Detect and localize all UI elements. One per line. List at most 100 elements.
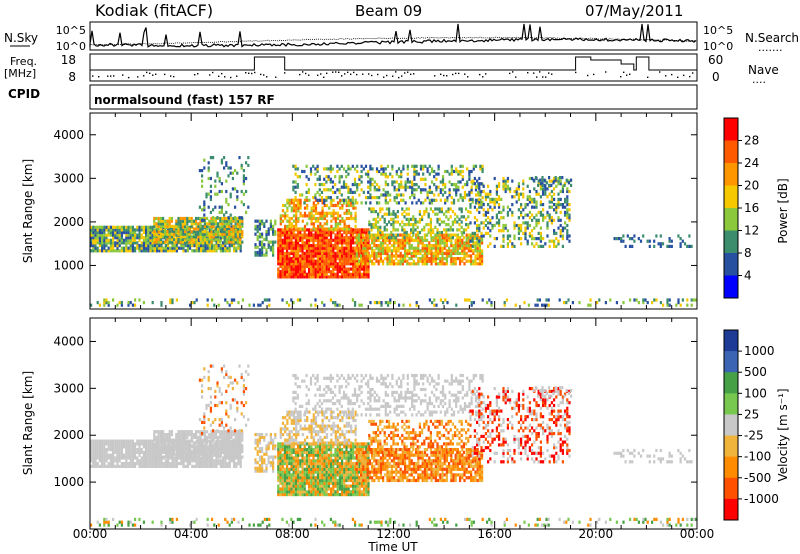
power-cell [229, 171, 232, 175]
nave-point [548, 72, 550, 74]
power-cell [245, 189, 248, 194]
power-cell [406, 164, 409, 168]
power-cell [441, 183, 445, 187]
power-cell [379, 210, 382, 214]
power-cell [379, 251, 382, 255]
power-cell [209, 176, 212, 181]
power-cell [131, 230, 134, 235]
power-cell [566, 210, 569, 214]
power-cell [436, 220, 439, 224]
power-cell [559, 176, 562, 180]
nave-point [533, 72, 535, 74]
power-cell [564, 210, 567, 214]
power-cell [368, 236, 371, 240]
power-cell [177, 227, 180, 231]
power-cell [184, 249, 187, 253]
power-cell [156, 246, 159, 250]
power-cell [319, 246, 322, 250]
power-cell [330, 275, 333, 279]
power-cell [418, 217, 421, 221]
velocity-cell [197, 459, 200, 463]
power-cell [430, 201, 434, 205]
power-cell [463, 254, 466, 258]
power-cell [347, 259, 350, 263]
velocity-cell [180, 459, 183, 463]
power-cell [116, 225, 119, 229]
power-cell [476, 249, 479, 253]
power-cell [218, 179, 221, 183]
power-cell [526, 213, 529, 217]
power-cell [406, 185, 409, 189]
power-cell [495, 221, 498, 225]
power-cell [116, 244, 119, 248]
power-cell [364, 164, 368, 168]
power-cell [338, 190, 341, 194]
power-cell [450, 196, 453, 200]
power-cell [283, 257, 286, 261]
power-cell [281, 209, 285, 213]
power-cell [323, 249, 326, 253]
velocity-cell [147, 445, 150, 449]
power-cell [301, 249, 304, 253]
power-cell [195, 216, 198, 221]
power-cell [386, 259, 389, 263]
power-cell [240, 189, 243, 194]
velocity-cell [184, 444, 187, 448]
power-cell [391, 175, 394, 179]
velocity-cell [109, 453, 112, 457]
power-cell [454, 259, 457, 263]
colorbar-swatch [724, 253, 738, 276]
power-cell [334, 254, 337, 258]
power-cell [352, 203, 355, 208]
power-cell [401, 259, 404, 263]
power-cell [258, 253, 261, 257]
power-cell [314, 244, 317, 248]
power-cell [384, 233, 387, 237]
power-cell [350, 201, 353, 205]
power-cell [306, 214, 309, 218]
power-cell [168, 224, 171, 228]
power-cell [421, 259, 424, 263]
power-cell [437, 241, 440, 245]
nave-point [326, 72, 328, 74]
power-cell [222, 246, 225, 250]
power-cell [198, 169, 201, 173]
velocity-cell [94, 445, 97, 449]
power-cell [223, 216, 226, 221]
power-cell [388, 236, 391, 240]
power-cell [212, 235, 215, 239]
power-cell [341, 275, 344, 279]
power-cell [288, 262, 291, 266]
power-cell [417, 251, 420, 255]
power-cell [345, 246, 348, 250]
power-cell [175, 230, 178, 234]
power-cell [94, 238, 97, 242]
power-cell [319, 259, 322, 263]
velocity-cell [92, 462, 95, 466]
power-cell [208, 244, 211, 248]
power-cell [402, 185, 405, 189]
power-cell [539, 195, 542, 199]
power-cell [258, 235, 261, 239]
power-cell [334, 301, 337, 305]
power-cell [168, 219, 171, 223]
power-cell [401, 257, 404, 261]
power-cell [299, 257, 302, 261]
power-cell [495, 192, 498, 196]
power-cell [487, 210, 490, 214]
velocity-cell [173, 449, 176, 453]
date-title: 07/May/2011 [585, 2, 683, 20]
power-cell [232, 227, 235, 231]
velocity-cell [125, 459, 128, 463]
power-cell [515, 192, 518, 196]
power-cell [421, 257, 424, 261]
power-cell [308, 230, 311, 235]
power-cell [349, 238, 352, 242]
power-cell [375, 236, 378, 240]
power-cell [208, 249, 211, 253]
power-cell [294, 251, 297, 255]
power-cell [559, 234, 562, 238]
power-cell [301, 241, 304, 245]
power-cell [637, 301, 640, 305]
velocity-cell [151, 453, 154, 457]
